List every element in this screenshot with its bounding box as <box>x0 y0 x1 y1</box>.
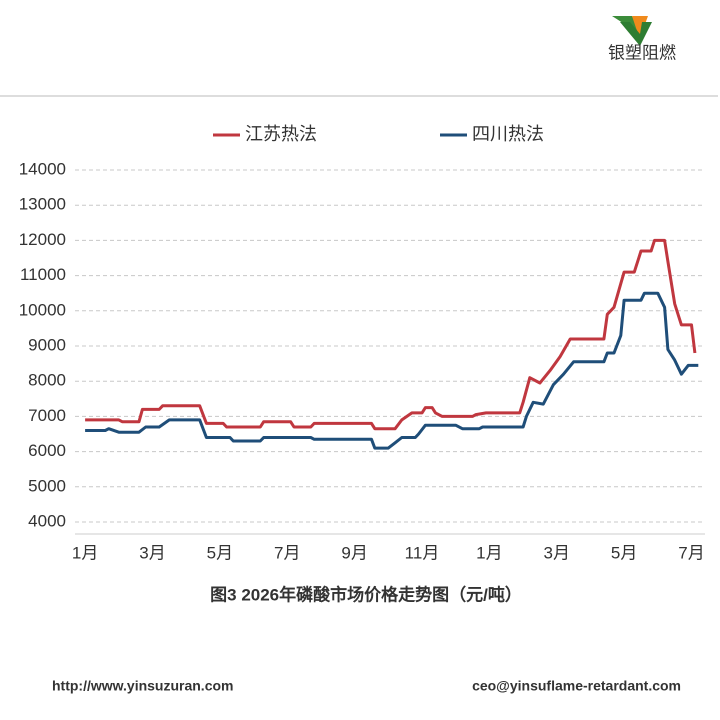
x-tick-label: 5月 <box>611 543 637 562</box>
series-line <box>85 291 699 450</box>
y-tick-label: 7000 <box>28 406 66 425</box>
y-tick-label: 12000 <box>19 230 66 249</box>
x-tick-label: 1月 <box>476 543 502 562</box>
footer-url: http://www.yinsuzuran.com <box>52 678 234 694</box>
logo-text: 银塑阻燃 <box>608 43 676 62</box>
x-tick-label: 5月 <box>207 543 233 562</box>
y-tick-label: 5000 <box>28 476 66 495</box>
chart: 4000 5000 6000 7000 8000 9000 10000 11000 12000 1… <box>19 124 705 562</box>
footer-email: ceo@yinsuflame-retardant.com <box>472 678 681 694</box>
y-tick-label: 10000 <box>19 300 66 319</box>
y-tick-label: 8000 <box>28 371 66 390</box>
y-tick-label: 4000 <box>28 511 66 530</box>
y-tick-label: 11000 <box>20 265 66 284</box>
x-tick-label: 7月 <box>274 543 300 562</box>
x-tick-label: 3月 <box>544 543 570 562</box>
chart-title: 图3 2026年磷酸市场价格走势图（元/吨） <box>210 584 522 604</box>
legend-label: 江苏热法 <box>245 124 317 144</box>
y-tick-label: 13000 <box>19 195 66 214</box>
series-line <box>85 238 697 431</box>
logo: 银塑阻燃 <box>608 16 676 62</box>
logo-mark <box>620 22 652 46</box>
x-tick-label: 11月 <box>405 543 440 562</box>
logo-mark <box>632 16 648 38</box>
x-tick-label: 1月 <box>72 543 98 562</box>
y-tick-label: 6000 <box>28 441 66 460</box>
y-tick-label: 9000 <box>28 335 66 354</box>
y-tick-label: 14000 <box>19 159 66 178</box>
x-tick-label: 9月 <box>341 543 367 562</box>
legend-label: 四川热法 <box>472 124 544 144</box>
x-tick-label: 3月 <box>139 543 165 562</box>
x-tick-label: 7月 <box>678 543 704 562</box>
